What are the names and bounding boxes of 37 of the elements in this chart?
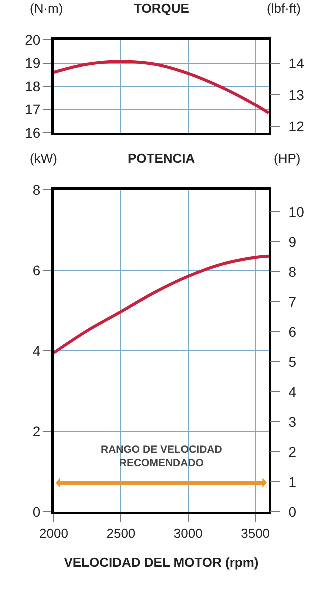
y-tick-label: 20	[25, 32, 41, 48]
y2-tick-label: 5	[288, 354, 297, 370]
y-axis-title: (N·m)	[30, 1, 64, 16]
y2-tick-label: 12	[288, 118, 305, 135]
x-axis-title: VELOCIDAD DEL MOTOR (rpm)	[64, 554, 259, 570]
y-tick-label: 17	[25, 102, 41, 118]
y-tick-label: 16	[25, 124, 41, 141]
y2-tick-label: 9	[288, 234, 297, 250]
y2-tick-label: 10	[288, 204, 305, 220]
y2-tick-label: 4	[288, 384, 297, 400]
y2-axis-title: (lbf·ft)	[267, 1, 301, 16]
y2-axis-title: (HP)	[274, 151, 301, 166]
y-tick-label: 6	[32, 262, 41, 278]
y2-tick-label: 1	[288, 474, 297, 490]
x-tick-label: 2000	[40, 526, 68, 542]
y-tick-label: 0	[32, 504, 41, 520]
line-series	[54, 254, 269, 355]
chart-title: POTENCIA	[128, 151, 196, 166]
y-tick-label: 4	[32, 342, 41, 359]
x-tick-label: 3500	[241, 526, 270, 542]
line-series	[54, 60, 269, 115]
chart-title: TORQUE	[134, 1, 190, 16]
y-tick-label: 2	[32, 423, 41, 440]
y-tick-label: 18	[25, 78, 41, 94]
y-axis-title: (kW)	[30, 151, 58, 166]
y2-tick-label: 7	[288, 294, 297, 310]
y2-tick-label: 14	[288, 56, 305, 72]
y2-tick-label: 0	[288, 504, 297, 520]
y2-tick-label: 2	[288, 444, 297, 460]
x-tick-label: 3000	[174, 526, 203, 542]
x-tick-label: 2500	[106, 526, 136, 542]
y2-tick-label: 13	[288, 87, 305, 104]
y2-tick-label: 3	[288, 414, 297, 430]
y2-tick-label: 8	[288, 264, 297, 280]
y2-tick-label: 6	[288, 324, 297, 340]
y-tick-label: 19	[25, 55, 41, 72]
y-tick-label: 8	[32, 182, 41, 198]
